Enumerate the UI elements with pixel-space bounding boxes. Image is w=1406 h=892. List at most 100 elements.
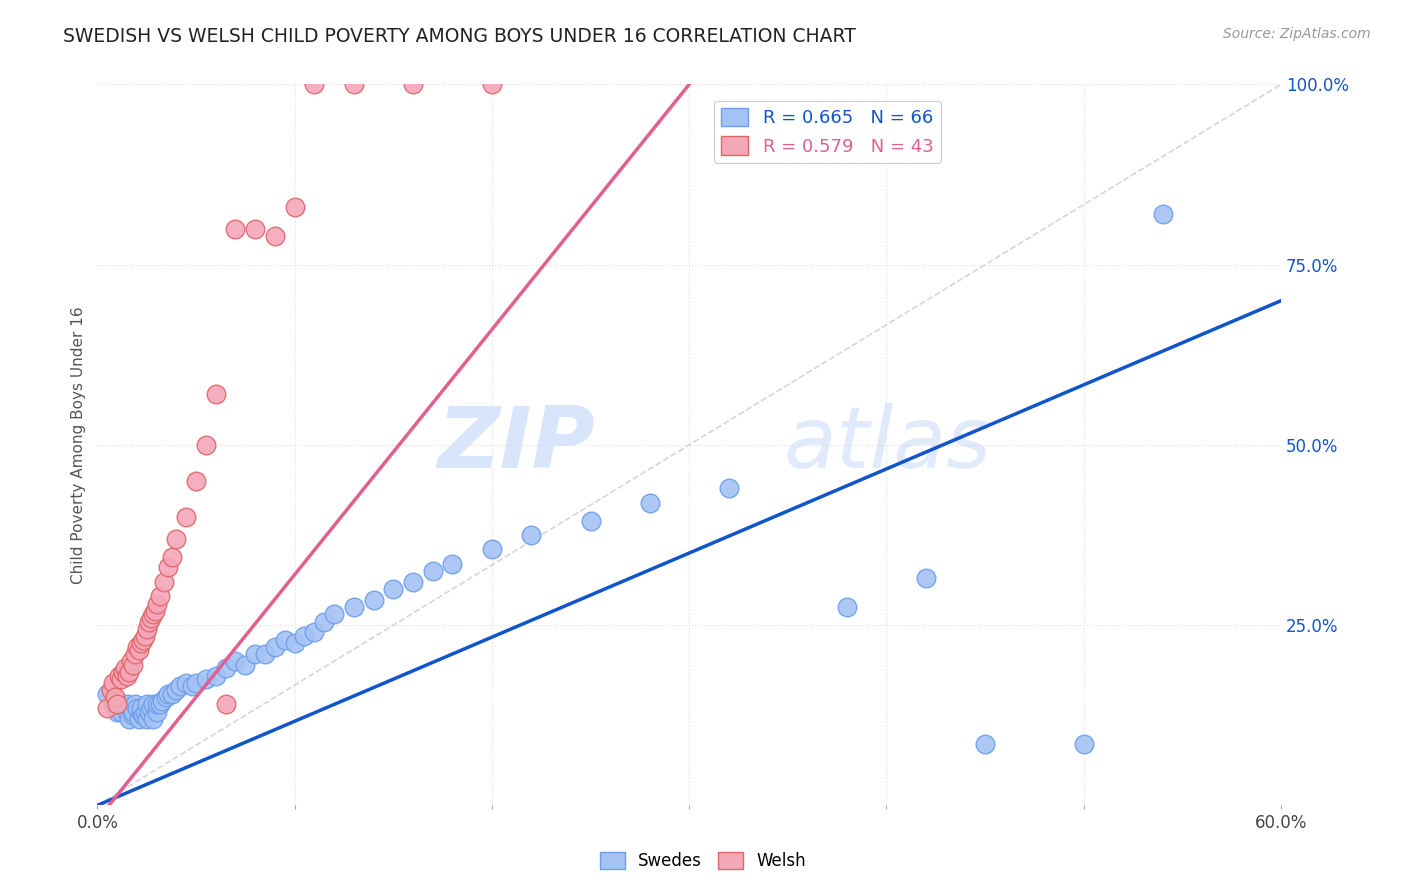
Point: [149, 589, 172, 603]
Point: [105, 705, 128, 719]
Point: [157, 687, 180, 701]
Point: [717, 481, 740, 495]
Point: [115, 705, 138, 719]
Point: [304, 78, 326, 92]
Point: [121, 657, 143, 672]
Point: [129, 705, 152, 719]
Point: [835, 600, 858, 615]
Point: [264, 640, 287, 654]
Point: [132, 632, 155, 647]
Point: [125, 640, 148, 654]
Point: [120, 654, 142, 668]
Point: [121, 705, 143, 719]
Point: [152, 694, 174, 708]
Text: ZIP: ZIP: [437, 403, 595, 486]
Point: [304, 625, 326, 640]
Point: [294, 629, 316, 643]
Point: [153, 574, 176, 589]
Point: [129, 636, 152, 650]
Point: [441, 557, 464, 571]
Point: [142, 712, 165, 726]
Point: [135, 622, 157, 636]
Point: [974, 737, 997, 751]
Point: [129, 701, 152, 715]
Point: [204, 387, 226, 401]
Point: [214, 661, 236, 675]
Point: [1152, 207, 1174, 221]
Point: [101, 675, 124, 690]
Point: [422, 564, 444, 578]
Legend: Swedes, Welsh: Swedes, Welsh: [593, 845, 813, 877]
Point: [142, 607, 165, 622]
Point: [214, 698, 236, 712]
Point: [382, 582, 405, 596]
Point: [363, 593, 385, 607]
Text: SWEDISH VS WELSH CHILD POVERTY AMONG BOYS UNDER 16 CORRELATION CHART: SWEDISH VS WELSH CHILD POVERTY AMONG BOY…: [63, 27, 856, 45]
Point: [149, 698, 172, 712]
Point: [184, 474, 207, 488]
Point: [284, 636, 307, 650]
Point: [520, 528, 543, 542]
Point: [142, 698, 165, 712]
Point: [118, 665, 141, 679]
Point: [134, 629, 156, 643]
Point: [124, 698, 146, 712]
Point: [481, 542, 503, 557]
Point: [243, 221, 266, 235]
Point: [108, 668, 131, 682]
Legend: R = 0.665   N = 66, R = 0.579   N = 43: R = 0.665 N = 66, R = 0.579 N = 43: [714, 101, 941, 163]
Point: [169, 680, 191, 694]
Point: [110, 672, 132, 686]
Text: atlas: atlas: [783, 403, 991, 486]
Point: [224, 221, 246, 235]
Point: [274, 632, 297, 647]
Point: [233, 657, 256, 672]
Point: [105, 698, 128, 712]
Point: [174, 675, 197, 690]
Point: [194, 438, 217, 452]
Point: [115, 668, 138, 682]
Point: [111, 665, 134, 679]
Point: [114, 661, 136, 675]
Point: [194, 672, 217, 686]
Point: [204, 668, 226, 682]
Point: [915, 571, 938, 585]
Point: [132, 708, 155, 723]
Point: [115, 698, 138, 712]
Point: [135, 712, 157, 726]
Text: Source: ZipAtlas.com: Source: ZipAtlas.com: [1223, 27, 1371, 41]
Point: [105, 701, 128, 715]
Point: [100, 683, 122, 698]
Point: [264, 228, 287, 243]
Point: [155, 690, 177, 705]
Point: [481, 78, 503, 92]
Point: [138, 615, 160, 629]
Point: [145, 705, 167, 719]
Point: [162, 687, 184, 701]
Point: [165, 683, 187, 698]
Point: [284, 200, 307, 214]
Point: [323, 607, 346, 622]
Point: [184, 675, 207, 690]
Point: [145, 597, 167, 611]
Point: [110, 705, 132, 719]
Point: [104, 690, 127, 705]
Point: [125, 701, 148, 715]
Point: [253, 647, 276, 661]
Point: [243, 647, 266, 661]
Point: [1073, 737, 1095, 751]
Point: [165, 532, 187, 546]
Y-axis label: Child Poverty Among Boys Under 16: Child Poverty Among Boys Under 16: [72, 306, 86, 583]
Point: [139, 611, 162, 625]
Point: [402, 574, 425, 589]
Point: [314, 615, 336, 629]
Point: [162, 549, 184, 564]
Point: [139, 701, 162, 715]
Point: [343, 600, 366, 615]
Point: [638, 495, 661, 509]
Point: [101, 698, 124, 712]
Point: [138, 705, 160, 719]
Point: [343, 78, 366, 92]
Point: [128, 712, 150, 726]
Point: [145, 698, 167, 712]
